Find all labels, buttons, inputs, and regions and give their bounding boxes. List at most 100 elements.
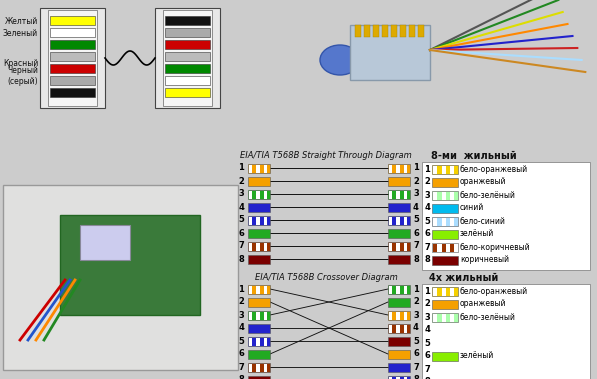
Text: 2: 2 [424,177,430,186]
Text: 5: 5 [413,216,419,224]
Bar [248,363,270,372]
Bar [433,313,437,321]
Text: 2: 2 [238,298,244,307]
Bar [433,191,437,199]
Text: бело-синий: бело-синий [460,216,506,226]
Bar [80,225,130,260]
Text: 2: 2 [424,299,430,309]
Bar [256,243,260,251]
Bar [249,216,253,224]
Text: 4х жильный: 4х жильный [429,273,498,283]
Bar [388,216,410,225]
Bar [450,243,454,252]
Bar [396,324,400,332]
Bar [388,242,410,251]
Bar [256,338,260,346]
Bar [248,298,270,307]
Bar [422,162,590,270]
Text: зелёный: зелёный [460,230,494,238]
Text: 7: 7 [424,365,430,373]
Text: 5: 5 [424,338,430,348]
Bar [256,312,260,319]
Text: 8: 8 [424,255,430,265]
Bar [264,285,267,293]
Bar [388,203,410,212]
Text: коричневый: коричневый [460,255,509,265]
Bar [388,229,410,238]
Text: 6: 6 [238,229,244,238]
Bar [248,203,270,212]
Bar [404,164,407,172]
Bar [248,350,270,359]
Bar [248,242,270,251]
Bar [249,191,253,199]
Bar [442,288,446,296]
Bar [404,376,407,379]
Bar [155,8,220,108]
Text: 7: 7 [413,241,418,251]
Bar [256,191,260,199]
Bar [248,216,270,225]
Text: синий: синий [460,204,484,213]
Bar [388,177,410,186]
Text: Зеленый: Зеленый [3,28,38,38]
Bar [404,243,407,251]
Bar [264,243,267,251]
Bar [248,177,270,186]
Text: 3: 3 [238,190,244,199]
Text: 6: 6 [424,351,430,360]
Bar [165,40,210,49]
Text: 7: 7 [413,362,418,371]
Bar [50,64,95,73]
Bar [450,288,454,296]
Bar [396,164,400,172]
Bar [432,204,458,213]
Bar [264,312,267,319]
Bar [432,256,458,265]
Bar [264,338,267,346]
Text: 1: 1 [413,285,419,293]
Text: бело-зелёный: бело-зелёный [460,191,516,199]
Text: бело-коричневый: бело-коричневый [460,243,531,252]
Bar [264,191,267,199]
Bar [442,191,446,199]
Bar [264,216,267,224]
Bar [248,190,270,199]
Bar [404,324,407,332]
Bar [40,8,105,108]
Text: 4: 4 [424,326,430,335]
Text: оранжевый: оранжевый [460,299,506,309]
Text: EIA/TIA T568B Crossover Diagram: EIA/TIA T568B Crossover Diagram [255,274,398,282]
Bar [50,40,95,49]
Bar [248,285,270,294]
Bar [433,288,437,296]
Bar [373,25,379,37]
Bar [418,25,424,37]
Bar [50,28,95,37]
Text: 4: 4 [413,202,419,211]
Bar [396,243,400,251]
Bar [396,376,400,379]
Bar [389,312,392,319]
Text: Черный
(серый): Черный (серый) [7,66,38,86]
Bar [432,287,458,296]
Bar [249,338,253,346]
Text: Красный: Красный [3,58,38,67]
Text: 8-ми  жильный: 8-ми жильный [431,151,517,161]
Bar [433,218,437,226]
Text: 1: 1 [424,287,430,296]
Text: 6: 6 [413,229,419,238]
Bar [249,285,253,293]
Bar [248,255,270,264]
Text: 5: 5 [238,216,244,224]
Text: 8: 8 [424,377,430,379]
Bar [422,284,590,379]
Bar [165,28,210,37]
Bar [404,191,407,199]
Text: 1: 1 [424,164,430,174]
Text: 7: 7 [424,243,430,252]
Bar [249,312,253,319]
Bar [389,243,392,251]
Bar [364,25,370,37]
Bar [50,88,95,97]
